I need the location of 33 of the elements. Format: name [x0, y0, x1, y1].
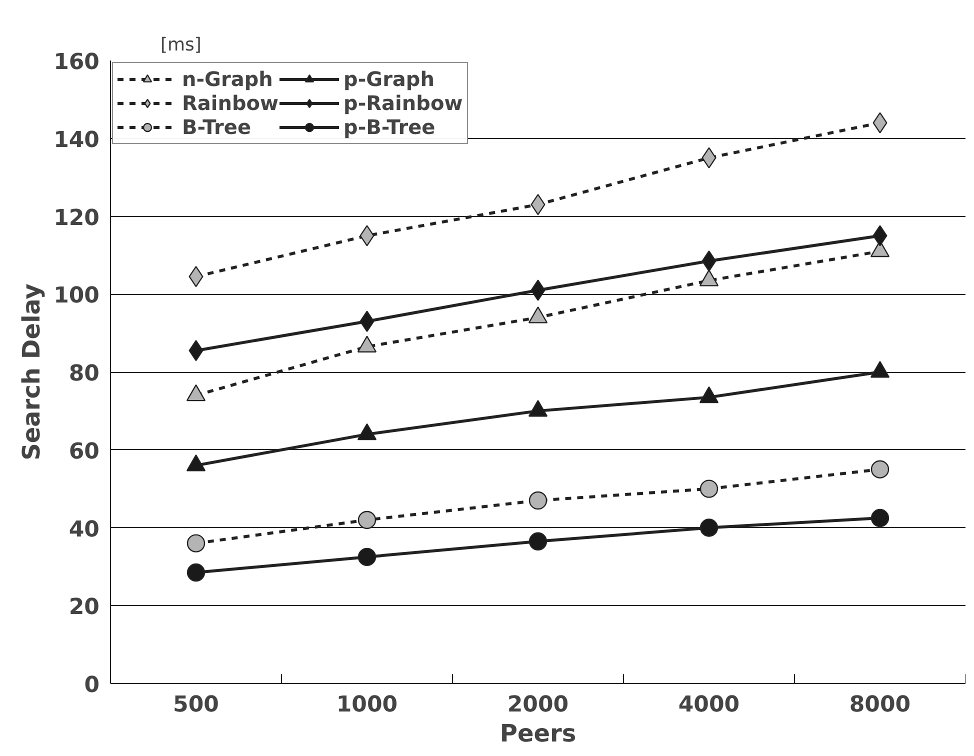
x-tick-label: 8000 — [849, 692, 911, 718]
point — [358, 510, 376, 530]
y-tick-label: 20 — [68, 595, 100, 620]
y-tick-label: 60 — [68, 439, 100, 464]
x-axis-title: Peers — [500, 720, 576, 748]
y-tick-label: 160 — [54, 50, 100, 75]
point — [870, 460, 890, 478]
legend-label: n-Graph — [182, 67, 273, 91]
point — [870, 508, 890, 528]
y-tick-label: 0 — [84, 673, 100, 698]
text: [ms] — [160, 34, 202, 56]
y-tick-label: 80 — [68, 362, 100, 386]
x-tick-label: 1000 — [336, 692, 398, 718]
legend-label: Rainbow — [182, 91, 279, 115]
y-axis-title: Search Delay — [18, 283, 46, 460]
point — [186, 563, 206, 582]
legend-label: p-Graph — [344, 67, 434, 91]
x-tick-label: 500 — [173, 692, 219, 718]
legend-label: B-Tree — [182, 115, 252, 139]
legend-label: p-Rainbow — [344, 91, 463, 115]
y-tick-label: 140 — [54, 128, 100, 153]
point — [700, 518, 718, 537]
legend-label: p-B-Tree — [344, 115, 436, 139]
y-tick-label: 120 — [54, 206, 100, 231]
point — [528, 532, 548, 550]
point — [528, 491, 548, 510]
point — [186, 534, 206, 552]
x-tick-label: 2000 — [507, 692, 569, 718]
point — [700, 480, 718, 498]
y-tick-label: 40 — [68, 517, 100, 542]
x-tick-label: 4000 — [678, 692, 740, 718]
point — [358, 548, 376, 566]
y-tick-label: 100 — [54, 284, 100, 309]
